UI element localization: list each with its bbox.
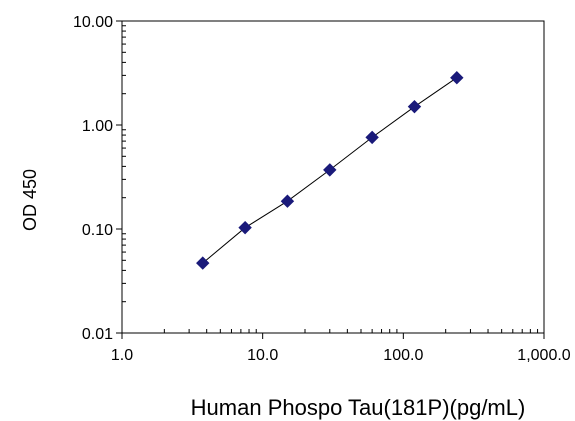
y-tick-label: 0.01 [82,326,113,343]
data-point [238,220,252,235]
y-tick-label: 1.00 [82,118,113,135]
data-point [450,70,464,85]
series-points [196,70,464,270]
plot-area [121,20,545,334]
x-axis-title: Human Phospo Tau(181P)(pg/mL) [191,395,526,420]
data-point [407,99,422,114]
x-tick-label: 1.0 [111,347,133,364]
data-point [196,256,210,270]
data-point [323,163,337,177]
y-tick-labels: 0.01 0.10 1.00 10.00 [73,14,113,343]
x-tick-labels: 1.0 10.0 100.0 1,000.0 [111,347,571,364]
y-tick-label: 10.00 [73,14,113,31]
data-point [365,130,379,145]
data-point [280,194,295,208]
x-tick-label: 10.0 [247,347,278,364]
x-tick-label: 100.0 [383,347,423,364]
major-ticks [116,20,545,339]
x-tick-label: 1,000.0 [517,347,570,364]
minor-ticks [122,25,539,333]
y-tick-label: 0.10 [82,222,113,239]
y-axis-title: OD 450 [20,169,40,231]
